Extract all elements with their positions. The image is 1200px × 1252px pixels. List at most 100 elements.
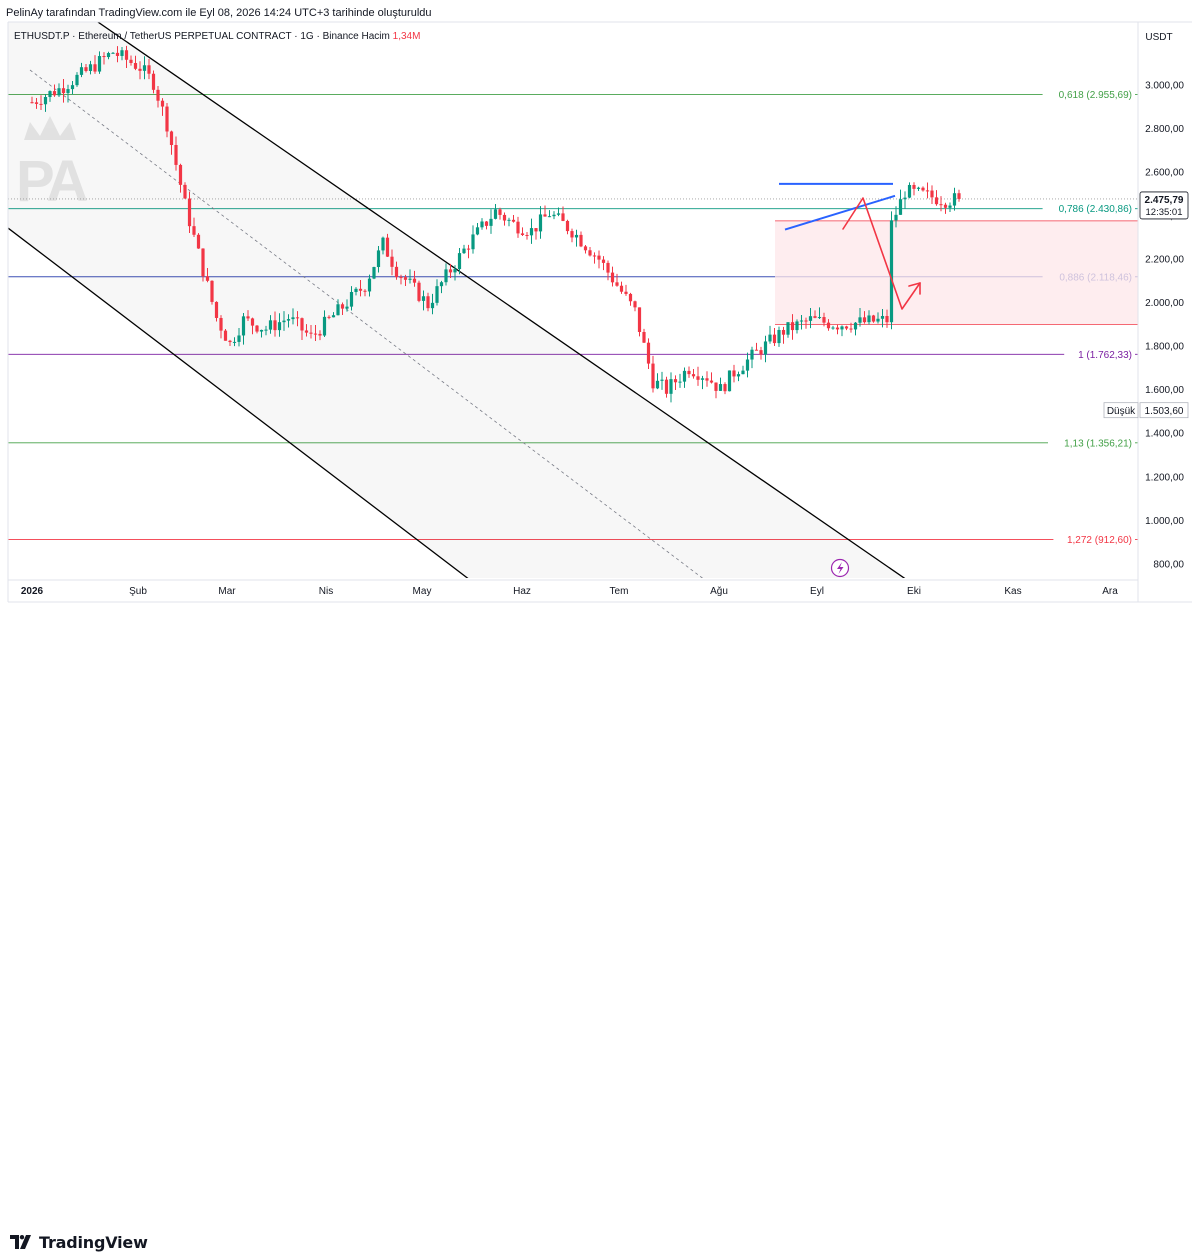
- candle[interactable]: [475, 222, 480, 236]
- candle[interactable]: [588, 247, 592, 257]
- candle[interactable]: [781, 326, 786, 344]
- candle[interactable]: [786, 322, 790, 338]
- candle[interactable]: [61, 78, 66, 103]
- candle[interactable]: [921, 186, 925, 192]
- candle[interactable]: [682, 367, 687, 388]
- candle[interactable]: [570, 228, 574, 243]
- candle[interactable]: [939, 196, 943, 212]
- candle[interactable]: [430, 293, 435, 315]
- candle[interactable]: [327, 315, 331, 320]
- candle[interactable]: [79, 62, 84, 78]
- candle[interactable]: [543, 205, 547, 217]
- candle[interactable]: [97, 51, 102, 74]
- candle[interactable]: [768, 325, 772, 344]
- candle[interactable]: [174, 136, 178, 171]
- candle[interactable]: [399, 274, 403, 285]
- candle[interactable]: [282, 311, 286, 331]
- candle[interactable]: [534, 228, 538, 240]
- candle[interactable]: [340, 302, 345, 316]
- candle[interactable]: [579, 231, 583, 248]
- candle[interactable]: [831, 325, 835, 330]
- candle[interactable]: [169, 130, 174, 155]
- candle[interactable]: [727, 370, 732, 392]
- candle[interactable]: [772, 328, 777, 346]
- candle[interactable]: [75, 72, 79, 87]
- candle[interactable]: [138, 61, 142, 80]
- candle[interactable]: [511, 215, 516, 223]
- low-price-tag[interactable]: Düşük 1.503,60: [1103, 402, 1189, 419]
- candle[interactable]: [691, 369, 696, 379]
- candle[interactable]: [268, 315, 273, 334]
- candle[interactable]: [700, 375, 705, 390]
- candle[interactable]: [750, 346, 754, 369]
- projection-arrow[interactable]: [842, 197, 921, 310]
- candle[interactable]: [255, 324, 259, 334]
- candle[interactable]: [250, 317, 255, 335]
- candle[interactable]: [300, 317, 304, 341]
- candle[interactable]: [826, 319, 831, 331]
- candle[interactable]: [606, 260, 610, 281]
- candle[interactable]: [111, 51, 115, 54]
- candle[interactable]: [295, 311, 300, 327]
- candle[interactable]: [862, 311, 867, 324]
- candle[interactable]: [318, 330, 322, 341]
- candle[interactable]: [597, 250, 601, 269]
- candle[interactable]: [822, 312, 826, 327]
- candle[interactable]: [732, 364, 736, 383]
- candle[interactable]: [552, 211, 556, 220]
- candle[interactable]: [313, 324, 318, 341]
- candle[interactable]: [223, 329, 228, 341]
- candle[interactable]: [129, 55, 133, 66]
- candle[interactable]: [903, 191, 907, 209]
- candle[interactable]: [246, 310, 250, 322]
- candle[interactable]: [790, 314, 795, 340]
- candle[interactable]: [583, 244, 588, 254]
- candle[interactable]: [70, 81, 75, 95]
- candle[interactable]: [547, 210, 552, 218]
- candle[interactable]: [529, 218, 534, 244]
- candle[interactable]: [412, 270, 417, 287]
- candle[interactable]: [196, 233, 201, 249]
- candle[interactable]: [871, 314, 876, 323]
- candle[interactable]: [709, 372, 714, 384]
- candle[interactable]: [183, 182, 187, 199]
- candle[interactable]: [178, 163, 183, 193]
- price-chart[interactable]: PA 0,618 (2.955,69)0,786 (2.430,86)0,886…: [0, 0, 1200, 652]
- candle[interactable]: [592, 252, 597, 264]
- candle[interactable]: [745, 352, 750, 378]
- candle[interactable]: [795, 319, 799, 334]
- candle[interactable]: [885, 309, 889, 328]
- candle[interactable]: [561, 206, 565, 222]
- candle[interactable]: [696, 366, 700, 386]
- candle[interactable]: [201, 248, 205, 282]
- candle[interactable]: [844, 325, 849, 331]
- candle[interactable]: [678, 373, 682, 388]
- candle[interactable]: [619, 281, 624, 294]
- candle[interactable]: [894, 206, 898, 228]
- candle[interactable]: [646, 338, 651, 369]
- candle[interactable]: [408, 269, 412, 284]
- candle[interactable]: [471, 225, 475, 254]
- candle[interactable]: [372, 266, 376, 280]
- candle[interactable]: [43, 94, 48, 112]
- candle[interactable]: [48, 90, 52, 102]
- candle[interactable]: [210, 280, 214, 305]
- candle[interactable]: [556, 207, 561, 217]
- candle[interactable]: [435, 279, 439, 306]
- candle[interactable]: [943, 202, 948, 214]
- candle[interactable]: [277, 313, 282, 337]
- candle[interactable]: [763, 335, 768, 363]
- candle[interactable]: [489, 209, 493, 234]
- candle[interactable]: [237, 328, 241, 347]
- candle[interactable]: [219, 315, 223, 339]
- channel-lower-line[interactable]: [8, 227, 470, 580]
- target-zone[interactable]: [775, 220, 1138, 325]
- candle[interactable]: [889, 211, 894, 330]
- candle[interactable]: [120, 47, 124, 61]
- candle[interactable]: [925, 182, 930, 199]
- candle[interactable]: [853, 321, 858, 336]
- candle[interactable]: [525, 231, 529, 240]
- candle[interactable]: [502, 212, 507, 226]
- candle[interactable]: [520, 227, 525, 236]
